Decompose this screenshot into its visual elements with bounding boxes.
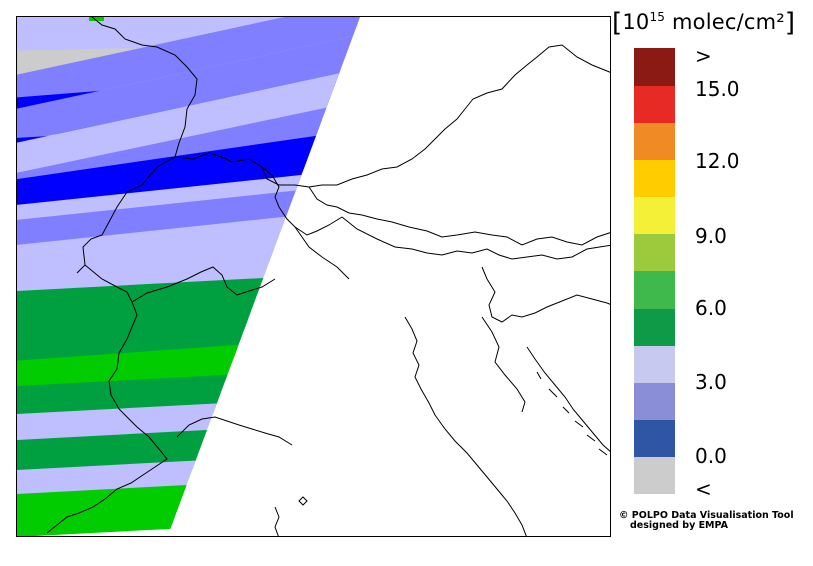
legend-swatch xyxy=(634,159,675,198)
legend-swatch xyxy=(634,233,675,272)
legend-tick-label: 9.0 xyxy=(695,224,727,248)
legend-swatch xyxy=(634,308,675,346)
legend-swatch xyxy=(634,345,675,383)
legend-swatch xyxy=(634,419,675,458)
swath-pixel-band xyxy=(89,17,104,21)
swath-pixel-band xyxy=(17,31,360,147)
swath-pixel-band xyxy=(17,17,360,113)
credit-line-1: © POLPO Data Visualisation Tool xyxy=(619,510,794,521)
color-legend: [1015 molec/cm²] >15.0 12.0 9.0 6.0 3.0 0.0 < … xyxy=(612,0,813,566)
legend-tick-label: 3.0 xyxy=(695,370,727,394)
legend-swatch xyxy=(634,271,675,309)
legend-swatch xyxy=(634,85,675,123)
legend-swatch xyxy=(634,122,675,160)
map-panel[interactable] xyxy=(16,16,611,537)
legend-swatch xyxy=(634,382,675,421)
map-canvas[interactable] xyxy=(17,17,611,537)
legend-tick-label: < xyxy=(695,477,712,501)
credit-text: © POLPO Data Visualisation Tool designed… xyxy=(619,511,794,531)
satellite-swath xyxy=(17,17,360,536)
legend-tick-label: 6.0 xyxy=(695,296,727,320)
credit-line-2: designed by EMPA xyxy=(630,520,728,531)
legend-tick-label: 12.0 xyxy=(695,149,740,173)
legend-swatch xyxy=(634,48,675,86)
legend-swatch xyxy=(634,456,675,495)
swath-pixel-band xyxy=(17,65,360,187)
units-label: [1015 molec/cm²] xyxy=(612,8,796,38)
legend-swatch xyxy=(634,196,675,235)
legend-tick-label: 0.0 xyxy=(695,444,727,468)
legend-tick-label: > xyxy=(695,44,712,68)
country-borders xyxy=(46,17,610,536)
legend-tick-label: 15.0 xyxy=(695,77,740,101)
